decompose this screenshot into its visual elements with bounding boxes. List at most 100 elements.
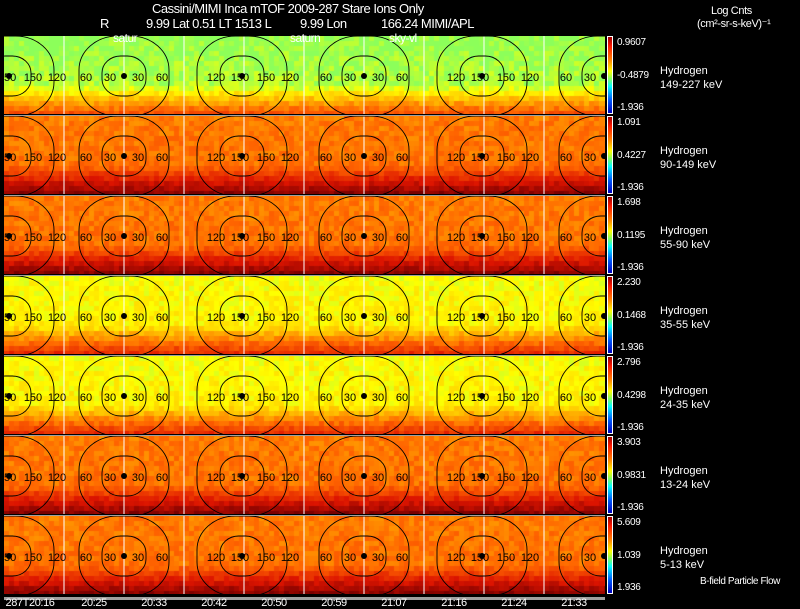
contour-label: 120 [48, 312, 66, 324]
contour-inner [341, 455, 387, 497]
contour-label: 30 [132, 312, 144, 324]
contour-label: 150 [471, 552, 489, 564]
contour-inner [101, 375, 147, 417]
contour-label: 120 [281, 72, 299, 84]
contour-inner [459, 295, 505, 337]
contour-label: 120 [521, 72, 539, 84]
contour-label: 30 [584, 72, 596, 84]
contour-outer [318, 196, 410, 274]
contour-label: 120 [48, 232, 66, 244]
panel-separator [4, 435, 605, 436]
contour-inner [101, 55, 147, 97]
colorbar-mid-value: 0.4298 [617, 390, 646, 401]
contour-outer [318, 516, 410, 594]
spectrogram-panel: 150 150 120 120 30 30 60 60 150 150 120 120 30 30 60 60… [4, 116, 605, 194]
contour-outer [318, 36, 410, 114]
field-direction-marker [361, 553, 367, 559]
field-direction-marker [361, 233, 367, 239]
time-tick-label: 20:33 [141, 597, 167, 609]
contour-label: 150 [24, 152, 42, 164]
time-tick-label: 20:59 [321, 597, 347, 609]
contour-outer [318, 436, 410, 514]
contour-label: 60 [320, 392, 332, 404]
contour-inner [219, 375, 265, 417]
contour-label: 30 [344, 312, 356, 324]
field-direction-marker [121, 313, 127, 319]
contour-label: 150 [471, 312, 489, 324]
field-direction-marker [361, 313, 367, 319]
contour-label: 60 [80, 312, 92, 324]
contour-label: 30 [372, 152, 384, 164]
contour-outer [196, 436, 288, 514]
contour-label: 150 [497, 152, 515, 164]
contour-label: 30 [372, 472, 384, 484]
spectrogram-panel: 150 150 120 120 30 30 60 60 150 150 120 120 30 30 60 60… [4, 516, 605, 594]
contour-outer [196, 276, 288, 354]
contour-label: 120 [281, 232, 299, 244]
contour-inner [459, 55, 505, 97]
colorbar-min-value: -1.936 [617, 262, 644, 273]
field-direction-marker [361, 393, 367, 399]
field-direction-marker [239, 233, 245, 239]
contour-inner [459, 455, 505, 497]
energy-range-label: 35-55 keV [660, 319, 711, 331]
contour-label: 150 [497, 72, 515, 84]
colorbar-min-value: -1.936 [617, 102, 644, 113]
energy-range-label: 5-13 keV [660, 559, 705, 571]
contour-inner [341, 135, 387, 177]
contour-label: 120 [521, 392, 539, 404]
field-direction-marker [601, 553, 605, 559]
contour-label: 60 [80, 392, 92, 404]
field-direction-marker [479, 393, 485, 399]
contour-label: 60 [396, 152, 408, 164]
field-direction-marker [239, 153, 245, 159]
contour-outer [436, 356, 528, 434]
species-label: Hydrogen [660, 545, 708, 557]
contour-outer [558, 196, 605, 274]
contour-label: 150 [4, 232, 16, 244]
lon-info: 9.99 Lon [300, 16, 347, 31]
field-direction-marker [479, 153, 485, 159]
contour-outer [196, 516, 288, 594]
contour-inner [581, 535, 605, 577]
contour-label: 150 [4, 392, 16, 404]
spectrogram-panel: 150 150 120 120 30 30 60 60 150 150 120 120 30 30 60 60… [4, 276, 605, 354]
contour-outer [78, 196, 170, 274]
contour-label: 30 [344, 392, 356, 404]
contour-label: 120 [207, 232, 225, 244]
contour-inner [101, 455, 147, 497]
channel-label: Hydrogen 55-90 keV [660, 224, 710, 252]
contour-label: 60 [396, 72, 408, 84]
colorbar-max-value: 0.9607 [617, 37, 646, 48]
contour-inner [219, 55, 265, 97]
field-direction-marker [601, 153, 605, 159]
channel-label: Hydrogen 35-55 keV [660, 304, 710, 332]
channel-label: Hydrogen 149-227 keV [660, 64, 722, 92]
contour-label: 120 [447, 472, 465, 484]
contour-outer [196, 116, 288, 194]
contour-label: 120 [447, 232, 465, 244]
contour-label: 60 [396, 552, 408, 564]
contour-inner [581, 55, 605, 97]
species-label: Hydrogen [660, 65, 708, 77]
contour-label: 150 [24, 232, 42, 244]
contour-label: 150 [4, 312, 16, 324]
contour-inner [101, 295, 147, 337]
contour-inner [219, 295, 265, 337]
contour-label: 120 [281, 392, 299, 404]
contour-label: 150 [497, 552, 515, 564]
contour-label: 60 [320, 552, 332, 564]
energy-range-label: 13-24 keV [660, 479, 711, 491]
contour-label: 120 [207, 392, 225, 404]
field-direction-marker [6, 233, 12, 239]
contour-outer [558, 36, 605, 114]
field-direction-marker [121, 233, 127, 239]
contour-inner [101, 215, 147, 257]
contour-label: 30 [344, 152, 356, 164]
contour-label: 120 [207, 472, 225, 484]
contour-label: 30 [104, 472, 116, 484]
panel-separator [4, 195, 605, 196]
contour-label: 60 [156, 552, 168, 564]
time-tick-label: 21:24 [501, 597, 527, 609]
contour-label: 120 [521, 312, 539, 324]
